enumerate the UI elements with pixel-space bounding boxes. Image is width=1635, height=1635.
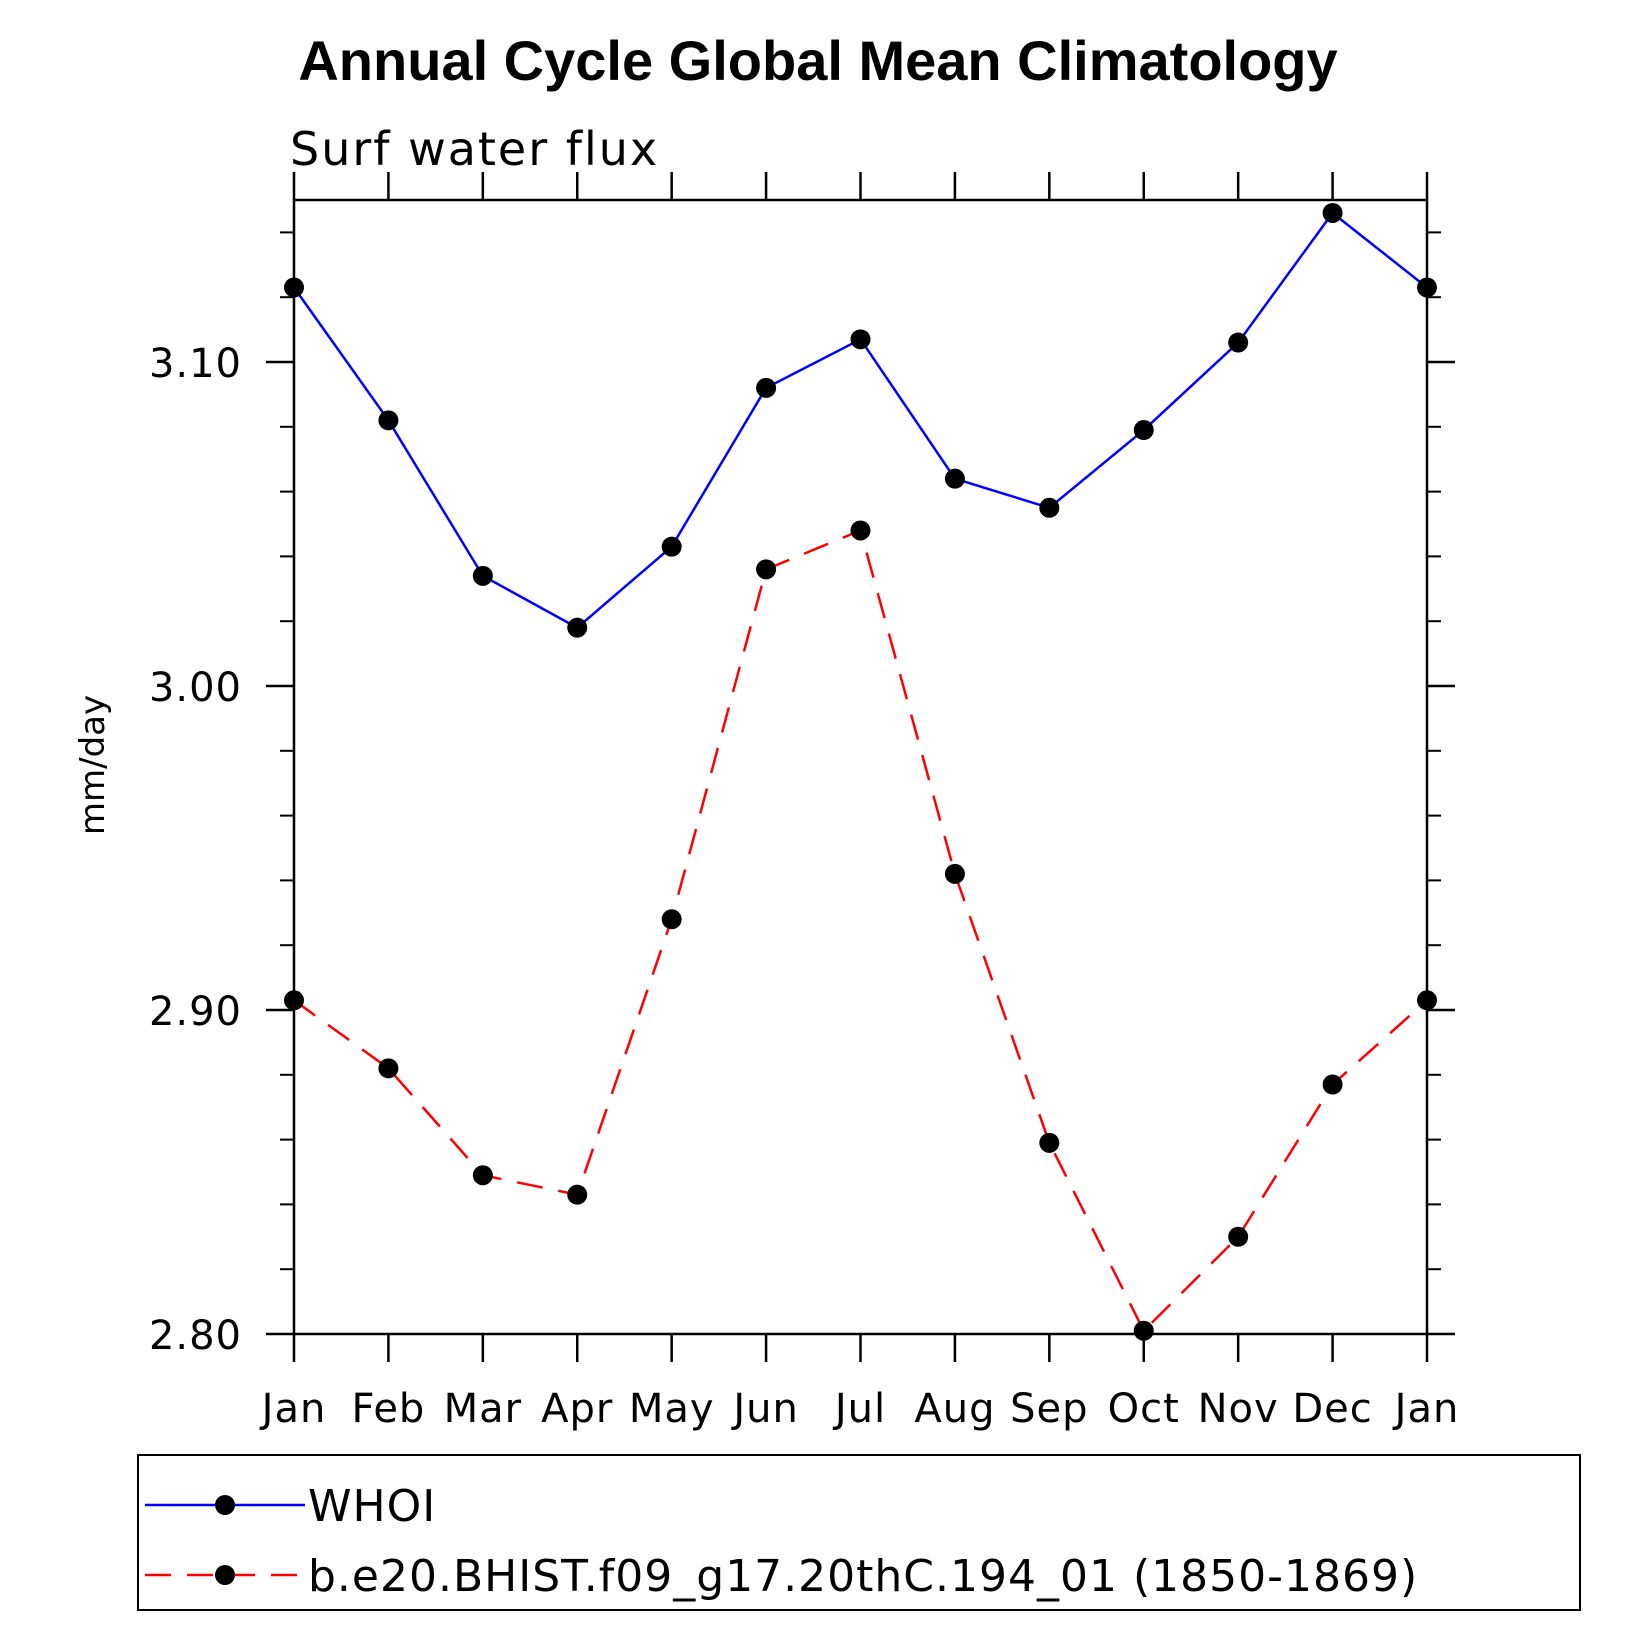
series-1 (284, 202, 1437, 638)
y-axis-label: mm/day (73, 695, 113, 835)
legend-items: WHOI b.e20.BHIST.f09_g17.20thC.194_01 (18… (145, 1481, 1418, 1602)
data-point (1322, 1074, 1343, 1095)
data-point (850, 329, 871, 350)
data-point (850, 520, 871, 541)
chart-subtitle: Surf water flux (290, 122, 659, 176)
legend-item-2: b.e20.BHIST.f09_g17.20thC.194_01 (1850-1… (145, 1551, 1418, 1602)
x-tick-label: Oct (1108, 1386, 1180, 1432)
data-point (1133, 420, 1154, 441)
data-point (1039, 1132, 1060, 1153)
x-tick-label: Dec (1292, 1386, 1372, 1432)
y-tick-label: 3.10 (149, 341, 242, 387)
legend-box (137, 1454, 1581, 1611)
x-tick-label: Mar (444, 1386, 522, 1432)
plot-axes (292, 198, 1429, 1336)
chart-title: Annual Cycle Global Mean Climatology (298, 29, 1337, 92)
data-point (1228, 332, 1249, 353)
data-point (567, 617, 588, 638)
plot-frame (292, 198, 1429, 1336)
data-point (1322, 202, 1343, 223)
legend-swatch-marker (215, 1495, 235, 1515)
data-point (284, 277, 304, 298)
data-point (661, 909, 682, 930)
data-point (378, 1058, 399, 1079)
data-point (1417, 990, 1437, 1011)
x-tick-label: Feb (352, 1386, 426, 1432)
series-layer (284, 202, 1437, 1341)
data-point (944, 863, 965, 884)
data-point (1039, 497, 1060, 518)
x-tick-label: Jan (259, 1386, 327, 1432)
x-tick-label: Nov (1198, 1386, 1279, 1432)
y-tick-label: 3.00 (149, 665, 242, 711)
data-point (472, 565, 493, 586)
data-point (756, 377, 777, 398)
data-point (472, 1165, 493, 1186)
x-tick-label: Jan (1392, 1386, 1460, 1432)
y-tick-label: 2.80 (149, 1313, 242, 1359)
x-tick-label: Jul (832, 1386, 886, 1432)
legend-label: b.e20.BHIST.f09_g17.20thC.194_01 (1850-1… (308, 1551, 1418, 1602)
legend: WHOI b.e20.BHIST.f09_g17.20thC.194_01 (18… (137, 1454, 1581, 1611)
legend-item-1: WHOI (145, 1481, 436, 1532)
series-line (292, 211, 1428, 630)
axis-ticks: Jan Feb Mar Apr May Jun Jul Aug Sep Oct Nov Dec Jan 2… (149, 172, 1460, 1432)
series-line (293, 528, 1428, 1333)
x-tick-label: May (629, 1386, 715, 1432)
data-point (756, 559, 777, 580)
data-point (284, 990, 304, 1011)
y-tick-label: 2.90 (149, 989, 242, 1035)
x-tick-label: Apr (541, 1386, 613, 1432)
legend-label: WHOI (308, 1481, 436, 1532)
data-point (1133, 1320, 1154, 1341)
x-tick-label: Jun (730, 1386, 799, 1432)
data-point (944, 468, 965, 489)
x-tick-label: Aug (914, 1386, 995, 1432)
x-tick-label: Sep (1010, 1386, 1088, 1432)
series-2 (284, 520, 1437, 1341)
data-point (378, 410, 399, 431)
data-point (567, 1184, 588, 1205)
data-point (661, 536, 682, 557)
data-point (1228, 1226, 1249, 1247)
legend-swatch-marker (215, 1565, 235, 1585)
data-point (1417, 277, 1437, 298)
